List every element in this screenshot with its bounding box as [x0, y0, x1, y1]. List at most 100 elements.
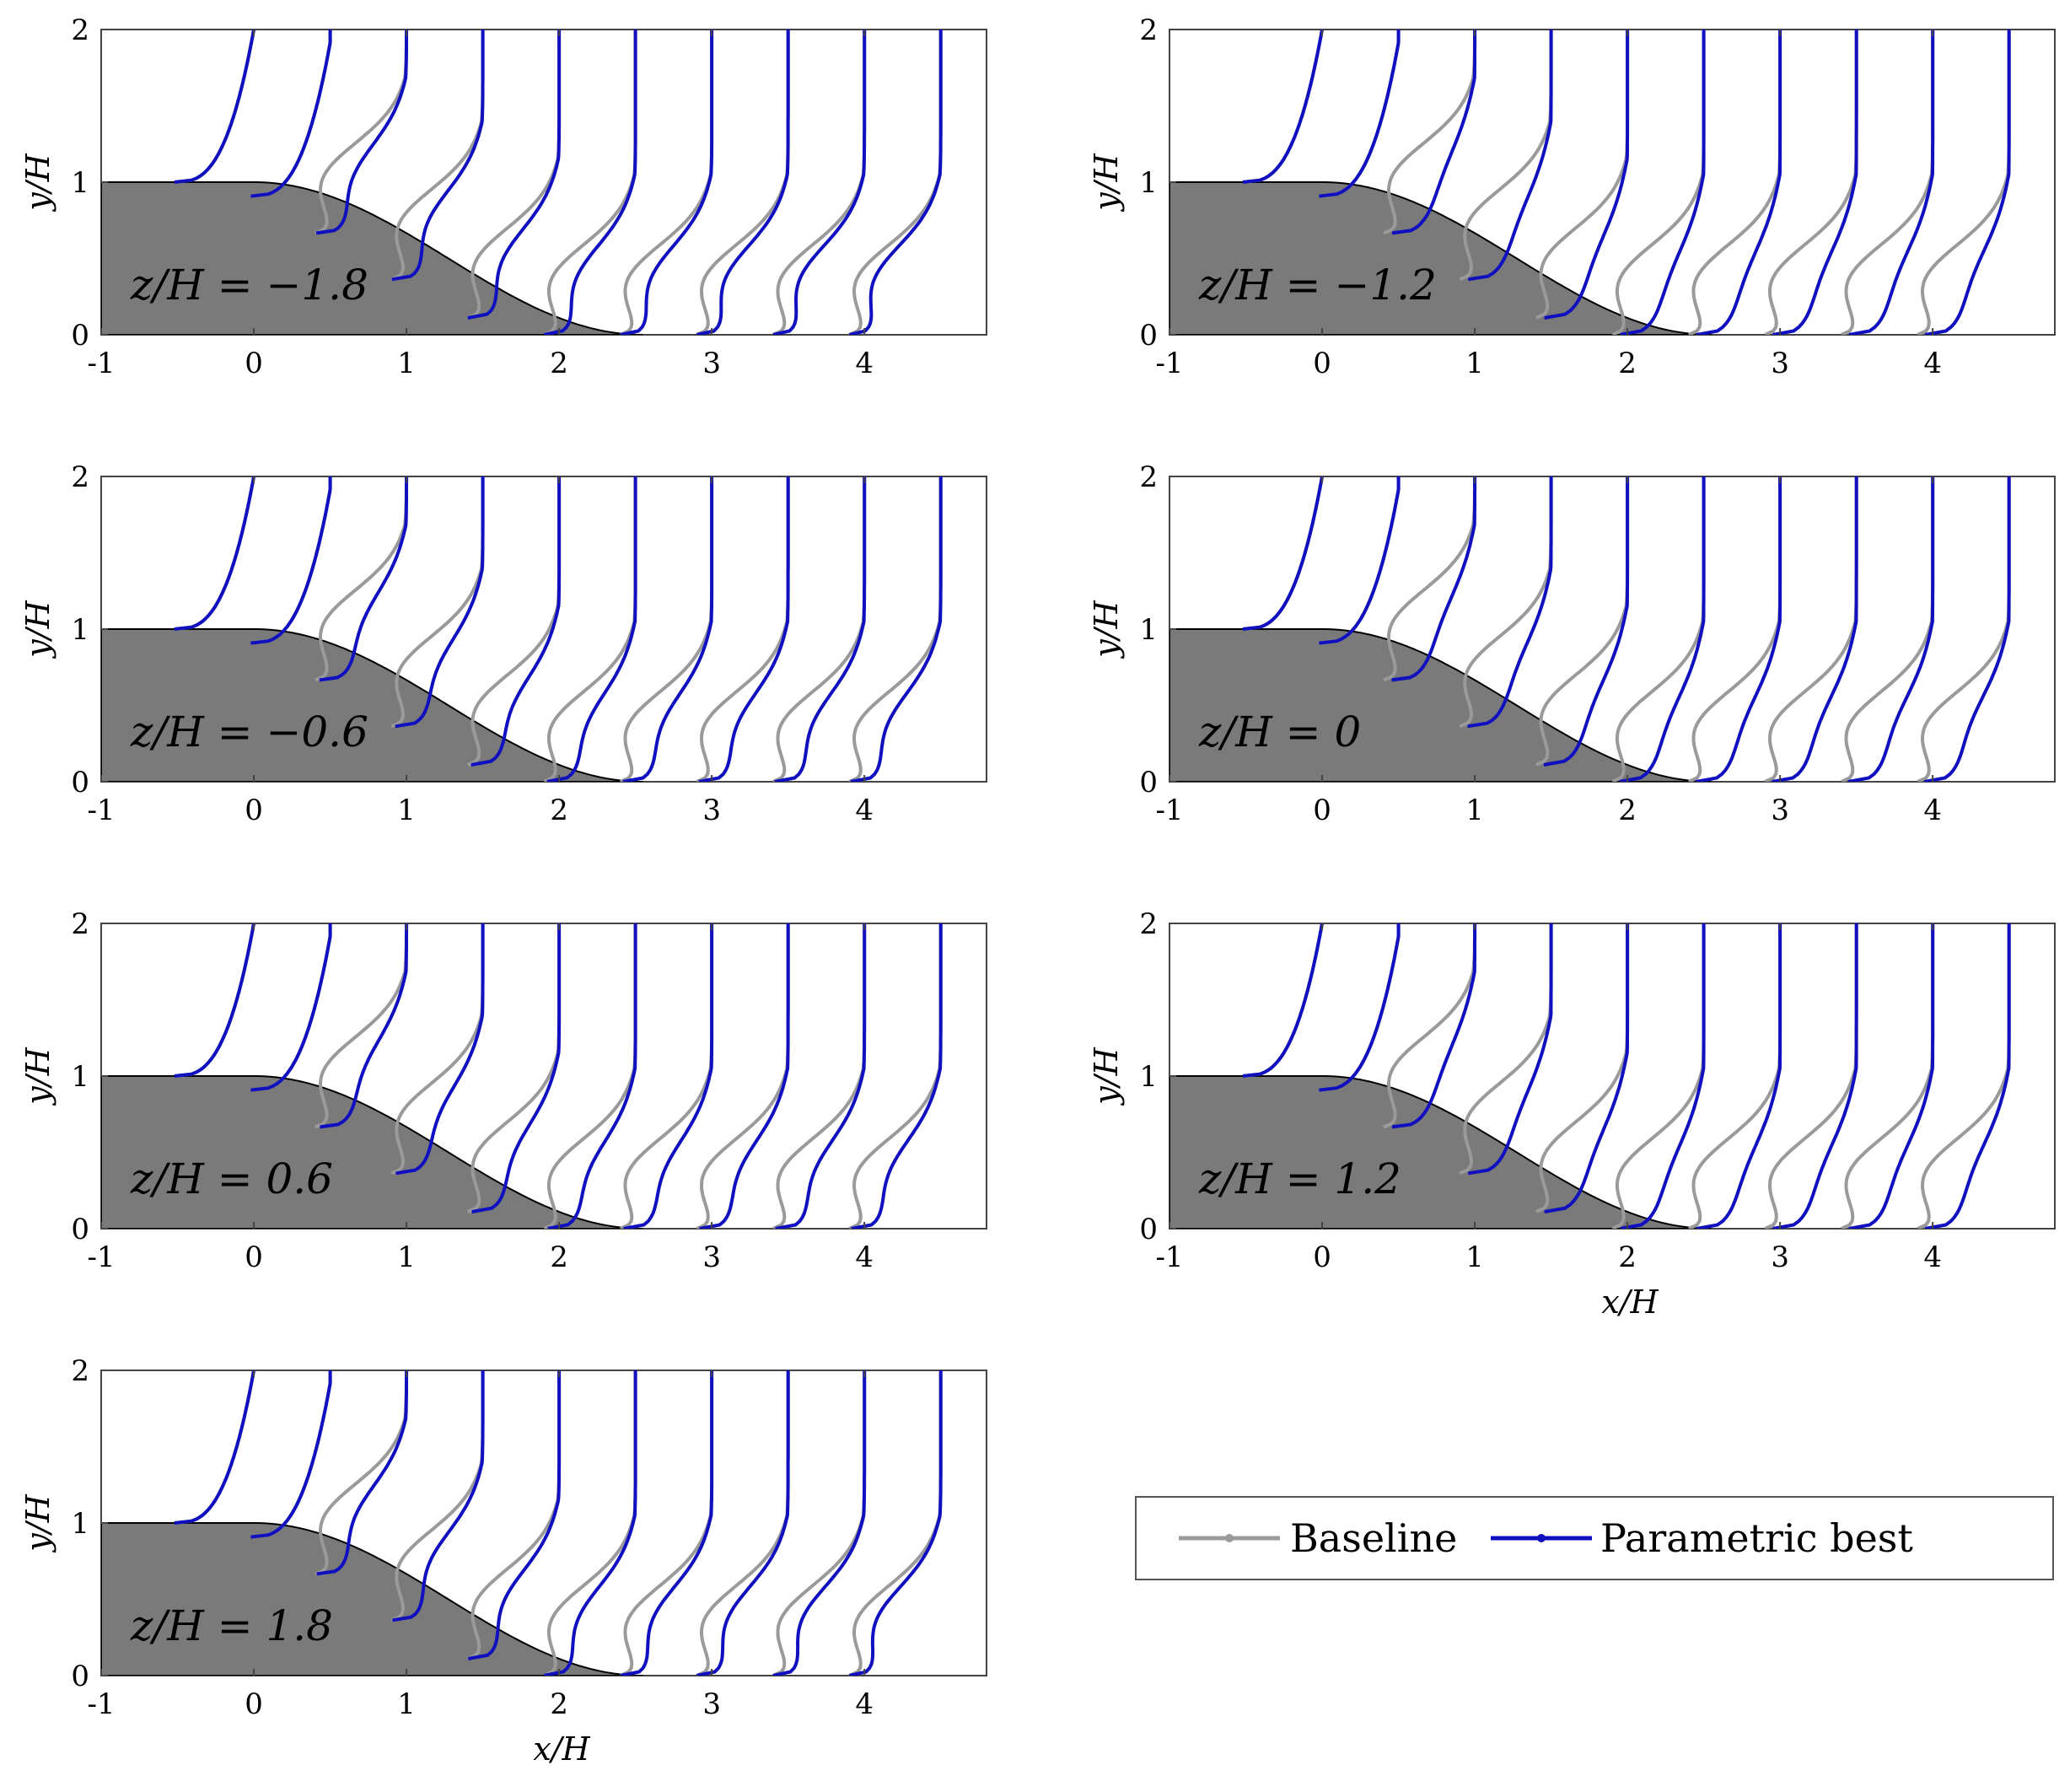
legend-box — [1135, 1496, 2054, 1580]
y-axis-label: y/H — [19, 1047, 56, 1106]
profile-line — [696, 1370, 790, 1676]
hill-geometry — [1169, 628, 1712, 782]
y-axis-label: y/H — [1088, 1047, 1125, 1106]
x-tick-label: 3 — [1771, 347, 1789, 380]
series-parametric-best — [174, 923, 943, 1229]
profile-line — [316, 1370, 409, 1576]
profile-line — [174, 476, 255, 631]
y-axis-label: y/H — [1088, 600, 1125, 659]
x-tick-label: 3 — [702, 1687, 721, 1721]
profile-line — [1319, 30, 1401, 198]
x-tick-label: 3 — [1771, 1240, 1789, 1274]
profile-line — [1620, 30, 1706, 335]
profile-line — [1847, 476, 1935, 782]
y-tick-label: 2 — [1139, 460, 1158, 494]
profile-line — [699, 923, 790, 1229]
y-tick-label: 2 — [1139, 13, 1158, 47]
y-tick-label: 0 — [71, 766, 89, 799]
profile-line — [1848, 923, 1935, 1229]
profile-line — [546, 476, 637, 782]
profile-line — [696, 30, 790, 335]
y-tick-label: 1 — [71, 1507, 89, 1541]
x-tick-label: 1 — [1465, 794, 1484, 827]
series-parametric-best — [174, 30, 943, 335]
profile-line — [1923, 476, 2011, 782]
x-tick-label: 2 — [550, 1240, 568, 1274]
profile-line — [1391, 30, 1477, 235]
hill-geometry — [1169, 181, 1712, 335]
profile-line — [1772, 923, 1858, 1229]
profile-line — [1242, 476, 1324, 631]
y-tick-label: 2 — [71, 460, 89, 494]
panel-label: z/H = −0.6 — [130, 708, 368, 756]
profile-line — [174, 923, 255, 1078]
x-tick-label: 0 — [1313, 794, 1331, 827]
profile-line — [1543, 476, 1630, 767]
x-axis-label: x/H — [533, 1730, 590, 1768]
panel-label: z/H = −1.8 — [130, 261, 368, 309]
profile-line — [622, 476, 714, 782]
x-tick-label: 0 — [245, 794, 263, 827]
profile-line — [772, 30, 867, 335]
profile-line — [1696, 923, 1782, 1229]
profile-line — [848, 1370, 943, 1676]
panel-label: z/H = 0 — [1198, 708, 1361, 756]
y-tick-label: 1 — [71, 166, 89, 200]
x-tick-label: 3 — [702, 1240, 721, 1274]
profile-line — [1319, 923, 1401, 1092]
profile-line — [174, 30, 255, 184]
y-tick-label: 1 — [71, 1060, 89, 1094]
y-tick-label: 2 — [71, 13, 89, 47]
series-parametric-best — [1242, 923, 2011, 1229]
y-tick-label: 0 — [71, 319, 89, 352]
y-axis-label: y/H — [19, 600, 56, 659]
x-tick-label: 0 — [245, 1687, 263, 1721]
x-tick-label: 0 — [1313, 1240, 1331, 1274]
x-tick-label: -1 — [87, 1240, 115, 1274]
x-tick-label: 4 — [1923, 1240, 1942, 1274]
legend-parametric-label: Parametric best — [1600, 1515, 1913, 1561]
panel-label: z/H = 1.8 — [130, 1601, 333, 1650]
profile-line — [1620, 923, 1706, 1229]
x-tick-label: 3 — [1771, 794, 1789, 827]
x-tick-label: -1 — [1155, 794, 1183, 827]
profile-line — [775, 923, 867, 1229]
profile-line — [1772, 476, 1858, 782]
profile-line — [772, 1370, 867, 1676]
x-tick-label: 4 — [855, 794, 874, 827]
hill-geometry — [101, 628, 643, 782]
x-tick-label: 0 — [1313, 347, 1331, 380]
profile-line — [319, 476, 409, 682]
profile-line — [395, 923, 485, 1176]
profile-line — [544, 1370, 637, 1676]
series-parametric-best — [1242, 30, 2011, 335]
series-parametric-best — [174, 476, 943, 782]
profile-line — [395, 476, 485, 729]
profile-line — [1619, 476, 1706, 782]
y-axis-label: y/H — [19, 1493, 56, 1553]
y-tick-label: 0 — [1139, 319, 1158, 352]
x-tick-label: -1 — [1155, 347, 1183, 380]
x-tick-label: 0 — [245, 1240, 263, 1274]
x-tick-label: 1 — [1465, 1240, 1484, 1274]
profile-line — [1467, 476, 1553, 729]
y-tick-label: 2 — [71, 1354, 89, 1388]
hill-geometry — [101, 181, 643, 335]
x-tick-label: 3 — [702, 794, 721, 827]
y-axis-label: y/H — [19, 153, 56, 212]
profile-line — [547, 923, 637, 1229]
profile-line — [392, 1370, 485, 1622]
y-tick-label: 0 — [1139, 1213, 1158, 1246]
profile-line — [1242, 923, 1324, 1078]
y-tick-label: 1 — [71, 613, 89, 647]
profile-line — [470, 476, 562, 767]
x-tick-label: 4 — [855, 1240, 874, 1274]
hill-geometry — [1169, 1075, 1712, 1229]
hill-geometry — [101, 1075, 643, 1229]
